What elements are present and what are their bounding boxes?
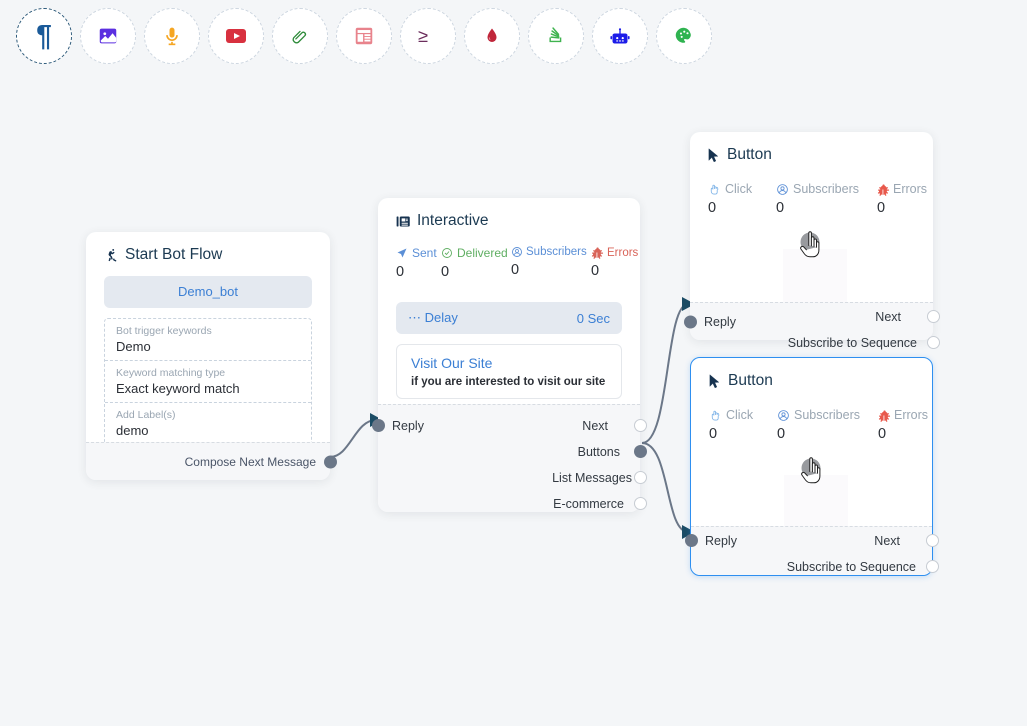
svg-text:≥: ≥ <box>418 26 428 46</box>
